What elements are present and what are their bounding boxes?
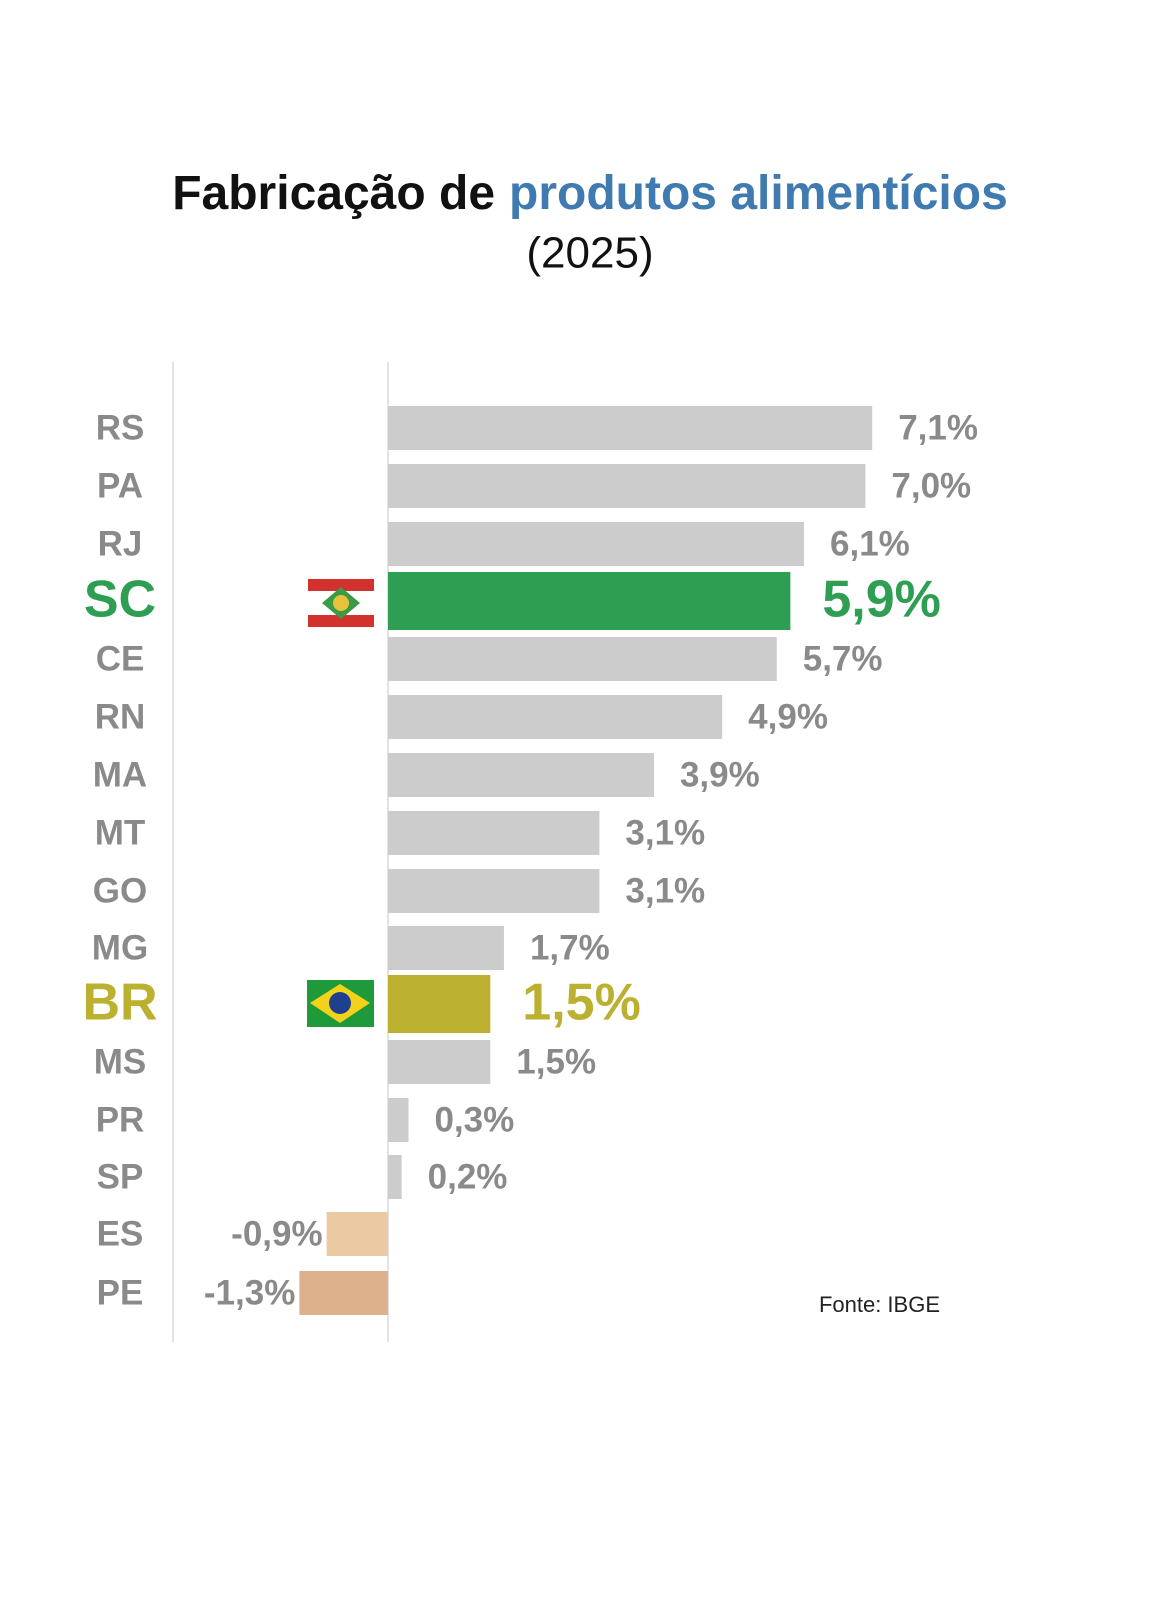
chart-subtitle: (2025) — [526, 229, 653, 278]
bar — [326, 1212, 388, 1256]
value-label: 7,0% — [891, 466, 971, 505]
category-label: BR — [82, 974, 157, 1032]
value-label: 5,9% — [822, 571, 941, 629]
bar — [388, 637, 777, 681]
title-highlight: produtos alimentícios — [509, 167, 1008, 220]
source-note: Fonte: IBGE — [819, 1292, 940, 1317]
bar — [388, 1155, 402, 1199]
category-label: PA — [97, 466, 143, 505]
bar — [388, 695, 723, 739]
value-label: 3,1% — [625, 871, 705, 910]
bar — [388, 753, 654, 797]
category-label: ES — [97, 1214, 144, 1253]
bar — [388, 869, 600, 913]
category-label: RS — [96, 408, 145, 447]
value-label: 6,1% — [830, 524, 910, 563]
value-label: 7,1% — [898, 408, 978, 447]
value-label: 4,9% — [748, 697, 828, 736]
category-label: SC — [84, 571, 156, 629]
category-label: MT — [95, 813, 146, 852]
value-label: -1,3% — [204, 1273, 295, 1312]
value-label: -0,9% — [231, 1214, 322, 1253]
category-label: SP — [97, 1157, 144, 1196]
value-label: 0,3% — [434, 1100, 514, 1139]
category-label: PR — [96, 1100, 145, 1139]
category-label: RJ — [98, 524, 143, 563]
value-label: 5,7% — [803, 639, 883, 678]
bar — [388, 1040, 491, 1084]
value-label: 1,5% — [522, 974, 641, 1032]
value-label: 0,2% — [428, 1157, 508, 1196]
category-label: GO — [93, 871, 147, 910]
category-label: RN — [95, 697, 146, 736]
bar — [388, 522, 805, 566]
category-label: MA — [93, 755, 147, 794]
chart-title: Fabricação de produtos alimentícios — [172, 167, 1008, 220]
bar — [388, 1098, 409, 1142]
value-label: 3,9% — [680, 755, 760, 794]
category-label: PE — [97, 1273, 144, 1312]
br-flag — [307, 980, 374, 1027]
bar — [388, 464, 866, 508]
value-label: 1,5% — [516, 1042, 596, 1081]
category-label: MS — [94, 1042, 147, 1081]
value-label: 3,1% — [625, 813, 705, 852]
title-main: Fabricação de — [172, 167, 495, 220]
category-label: MG — [92, 928, 148, 967]
bar — [299, 1271, 388, 1315]
value-label: 1,7% — [530, 928, 610, 967]
bar — [388, 811, 600, 855]
sc-flag — [308, 579, 374, 627]
bar — [388, 572, 791, 630]
bar — [388, 926, 504, 970]
category-label: CE — [96, 639, 145, 678]
bar — [388, 975, 491, 1033]
bar — [388, 406, 873, 450]
